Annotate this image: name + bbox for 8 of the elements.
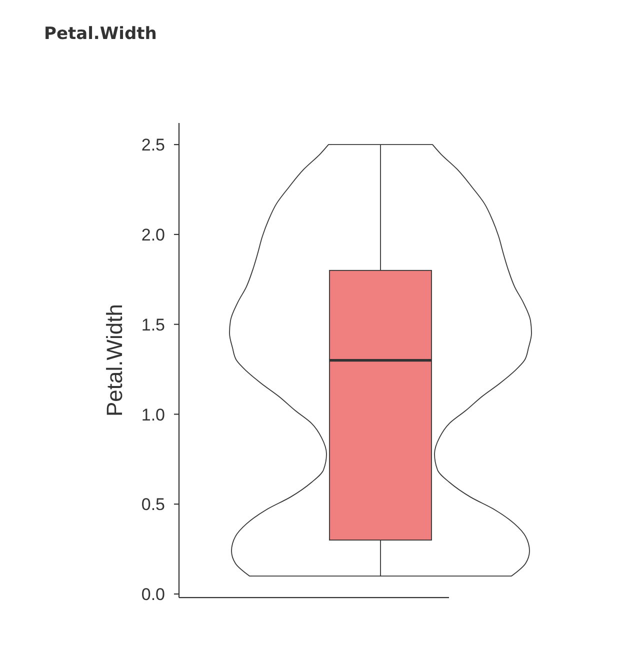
y-tick-label: 1.0 — [141, 405, 165, 424]
y-tick-label: 0.5 — [141, 495, 165, 514]
chart-title: Petal.Width — [44, 24, 157, 44]
y-tick-label: 2.0 — [141, 226, 165, 245]
y-axis-title: Petal.Width — [102, 304, 127, 417]
y-tick-label: 1.5 — [141, 315, 165, 334]
y-tick-label: 0.0 — [141, 585, 165, 604]
y-tick-label: 2.5 — [141, 136, 165, 155]
